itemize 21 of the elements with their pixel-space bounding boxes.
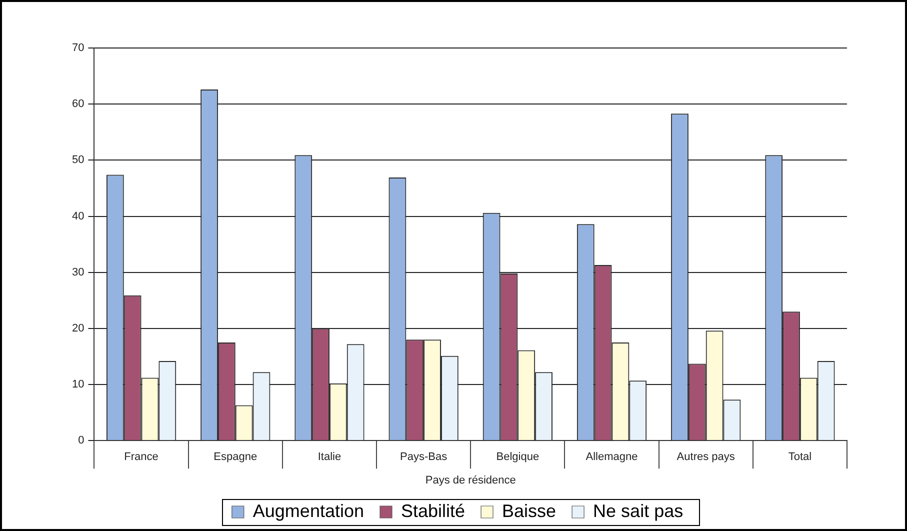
legend-label: Ne sait pas <box>593 500 684 521</box>
y-tick-label: 10 <box>72 378 84 391</box>
x-tick-label: Espagne <box>214 451 258 464</box>
y-tick-label: 0 <box>78 434 84 447</box>
y-tick-label: 70 <box>72 42 84 54</box>
x-tick-label: Total <box>788 451 812 464</box>
x-axis-title: Pays de résidence <box>425 474 516 486</box>
y-tick-label: 50 <box>72 154 84 166</box>
y-tick-label: 20 <box>72 322 84 334</box>
y-tick-label: 30 <box>72 266 84 278</box>
y-tick-label: 60 <box>72 98 84 110</box>
x-tick-label: France <box>124 451 158 464</box>
legend-label: Augmentation <box>252 500 364 521</box>
x-tick-label: Allemagne <box>586 451 638 464</box>
y-tick-label: 40 <box>72 210 84 222</box>
x-tick-label: Autres pays <box>676 451 736 464</box>
legend-label: Stabilité <box>400 500 466 521</box>
x-tick-label: Pays-Bas <box>400 451 448 464</box>
x-tick-label: Belgique <box>496 451 540 464</box>
x-tick-label: Italie <box>318 451 342 464</box>
legend-label: Baisse <box>502 500 556 521</box>
